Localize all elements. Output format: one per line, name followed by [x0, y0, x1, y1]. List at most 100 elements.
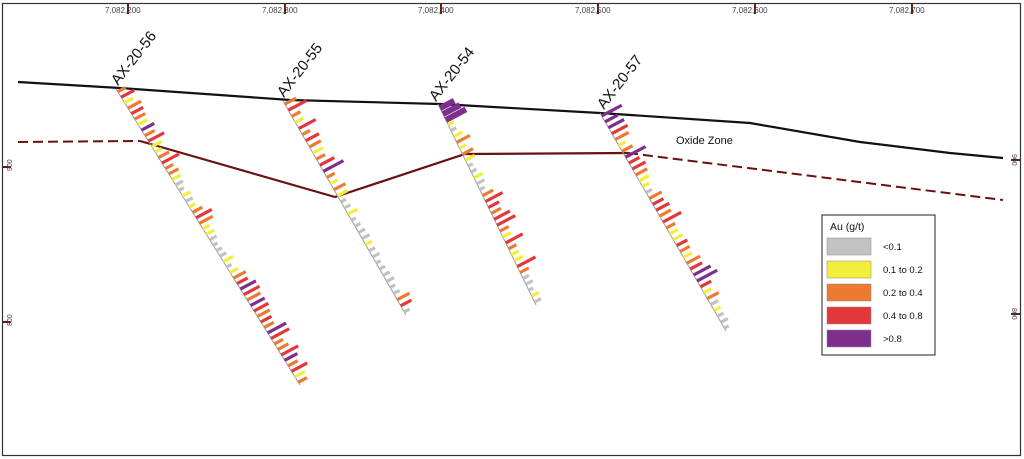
assay-bar: [266, 321, 287, 335]
elevation-tick-label: 900: [7, 159, 14, 171]
assay-bar: [319, 156, 336, 167]
assay-bar: [305, 132, 320, 143]
assay-bar: [208, 234, 218, 242]
assay-bar: [174, 179, 184, 187]
assay-bar: [243, 284, 261, 297]
assay-bar: [396, 291, 411, 302]
assay-bar: [239, 279, 257, 291]
assay-bar: [315, 153, 326, 161]
assay-bar: [236, 276, 249, 286]
assay-bar: [522, 273, 530, 280]
assay-bar: [202, 223, 211, 231]
assay-bar: [713, 305, 722, 312]
assay-bar: [502, 231, 512, 239]
oxide-boundary-dashed: [17, 140, 141, 143]
assay-bar: [347, 207, 359, 216]
assay-bar: [706, 291, 720, 301]
assay-bar: [493, 209, 511, 221]
assay-bar: [662, 210, 682, 224]
assay-bar: [723, 324, 730, 330]
assay-bar: [284, 96, 297, 106]
assay-bar: [133, 112, 146, 121]
assay-bar: [628, 156, 641, 165]
assay-bar: [621, 144, 634, 153]
assay-bar: [222, 255, 234, 264]
legend-swatch: [826, 306, 872, 325]
assay-bar: [533, 297, 542, 304]
legend-label: 0.2 to 0.4: [883, 288, 923, 299]
assay-bar: [382, 270, 391, 277]
legend-label: 0.1 to 0.2: [883, 265, 923, 276]
assay-bar: [326, 171, 336, 179]
assay-bar: [658, 208, 672, 218]
assay-bar: [171, 173, 182, 181]
easting-tick-label: 7,082,200: [105, 6, 141, 15]
assay-bar: [312, 146, 324, 155]
assay-bar: [496, 214, 517, 227]
assay-bar: [130, 105, 144, 116]
assay-bar: [510, 249, 520, 257]
assay-bar: [648, 190, 663, 200]
assay-bar: [301, 129, 311, 137]
assay-bar: [364, 239, 373, 247]
easting-tick-label: 7,082,400: [418, 6, 454, 15]
assay-bar: [287, 99, 308, 112]
assay-bar: [246, 291, 262, 302]
assay-bar: [470, 167, 478, 174]
assay-bar: [484, 191, 504, 203]
assay-bar: [308, 139, 322, 149]
assay-bar: [375, 259, 382, 265]
assay-bar: [157, 150, 170, 159]
assay-bar: [703, 287, 712, 295]
assay-bar: [611, 123, 629, 136]
assay-bar: [458, 143, 467, 150]
legend-label: <0.1: [883, 242, 902, 253]
easting-tick-label: 7,082,500: [575, 6, 611, 15]
assay-bar: [455, 133, 471, 144]
assay-bar: [635, 167, 648, 177]
assay-bar: [287, 359, 299, 368]
assay-bar: [263, 320, 275, 329]
assay-bar: [617, 140, 626, 147]
elevation-tick-label: 800: [7, 314, 14, 326]
assay-bar: [641, 181, 650, 189]
assay-bar: [504, 232, 524, 245]
assay-bar: [188, 202, 196, 209]
assay-bar: [507, 243, 518, 251]
assay-bar: [144, 129, 156, 138]
assay-bar: [178, 186, 185, 192]
assay-bar: [689, 261, 703, 271]
assay-bar: [438, 98, 456, 111]
assay-bar: [273, 337, 284, 346]
assay-bar: [665, 221, 676, 230]
assay-bar: [297, 376, 308, 384]
assay-bar: [147, 131, 165, 143]
assay-bar: [444, 106, 468, 123]
legend-swatch: [826, 237, 872, 256]
assay-bar: [720, 317, 729, 324]
assay-bar: [385, 276, 395, 283]
assay-bar: [340, 197, 347, 204]
assay-bar: [464, 153, 476, 162]
assay-bar: [260, 314, 273, 324]
assay-bar: [467, 162, 474, 168]
assay-bar: [686, 254, 701, 265]
assay-bar: [343, 203, 352, 210]
assay-bar: [205, 228, 215, 236]
assay-bar: [528, 286, 534, 292]
assay-bar: [164, 162, 174, 170]
assay-bar: [399, 298, 413, 308]
assay-bar: [354, 222, 362, 228]
assay-bars: [438, 98, 542, 304]
oxide-boundary-solid: [139, 139, 629, 199]
assay-bar: [368, 246, 376, 253]
drillhole-trace: [115, 88, 301, 386]
assay-bar: [161, 152, 180, 165]
assay-bar: [298, 118, 317, 130]
assay-bar: [290, 361, 308, 373]
assay-bar: [461, 147, 474, 156]
legend-title: Au (g/t): [830, 221, 864, 233]
assay-bar: [699, 279, 712, 289]
assay-bar: [624, 145, 647, 159]
